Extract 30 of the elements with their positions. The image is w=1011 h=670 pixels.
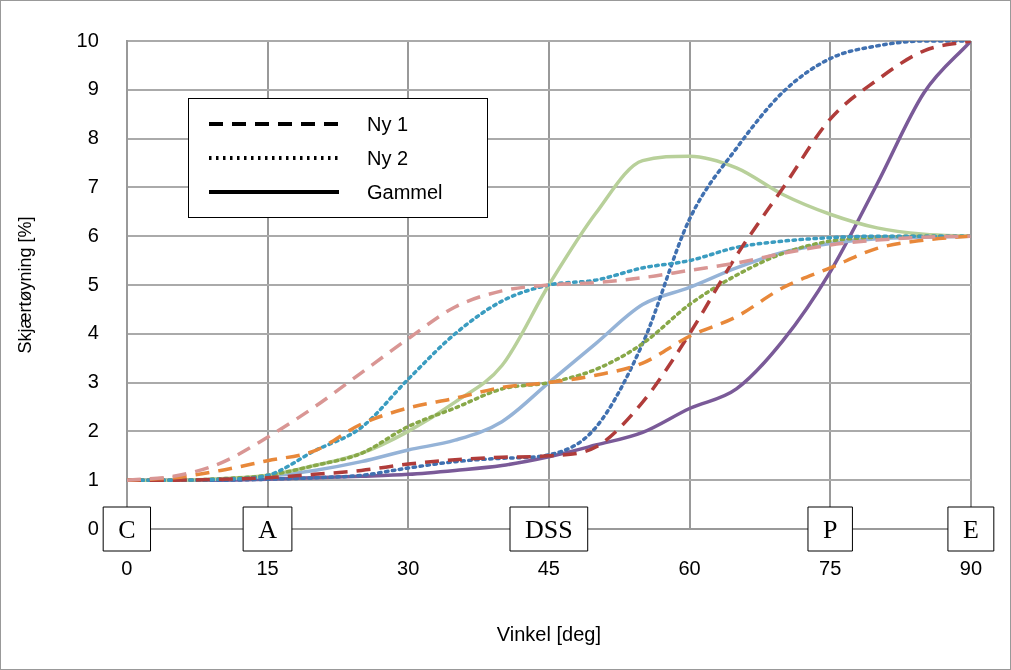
x-tick-label: 15 [256,556,279,579]
x-tick-label: 60 [678,556,701,579]
annotation: C [118,514,136,544]
y-tick-label: 9 [87,77,99,100]
y-tick-label: 10 [76,28,99,51]
y-tick-label: 7 [87,174,99,197]
annotation: Gammel [367,180,443,204]
y-tick-label: 6 [87,223,99,246]
x-tick-label: 45 [537,556,560,579]
y-tick-label: 2 [87,418,99,441]
y-tick-label: 3 [87,370,99,393]
x-tick-label: 75 [819,556,842,579]
y-tick-label: 5 [87,272,99,295]
x-tick-label: 0 [121,556,133,579]
y-tick-label: 4 [87,321,99,344]
annotation: DSS [525,514,573,544]
x-tick-label: 30 [397,556,420,579]
x-axis-title: Vinkel [deg] [496,622,601,645]
legend-box: Ny 1 Ny 2 Gammel [188,98,488,218]
line-series [126,234,971,482]
y-tick-label: 8 [87,126,99,149]
y-tick-label: 0 [87,516,99,539]
x-tick-label: 90 [959,556,982,579]
annotation: A [258,514,278,544]
annotation: Ny 1 [367,112,409,136]
y-axis-title: Skjærtøyning [%] [14,216,35,354]
y-tick-label: 1 [87,467,99,490]
annotation: Ny 2 [367,146,409,170]
annotation: P [822,514,838,544]
annotation: E [962,514,979,544]
